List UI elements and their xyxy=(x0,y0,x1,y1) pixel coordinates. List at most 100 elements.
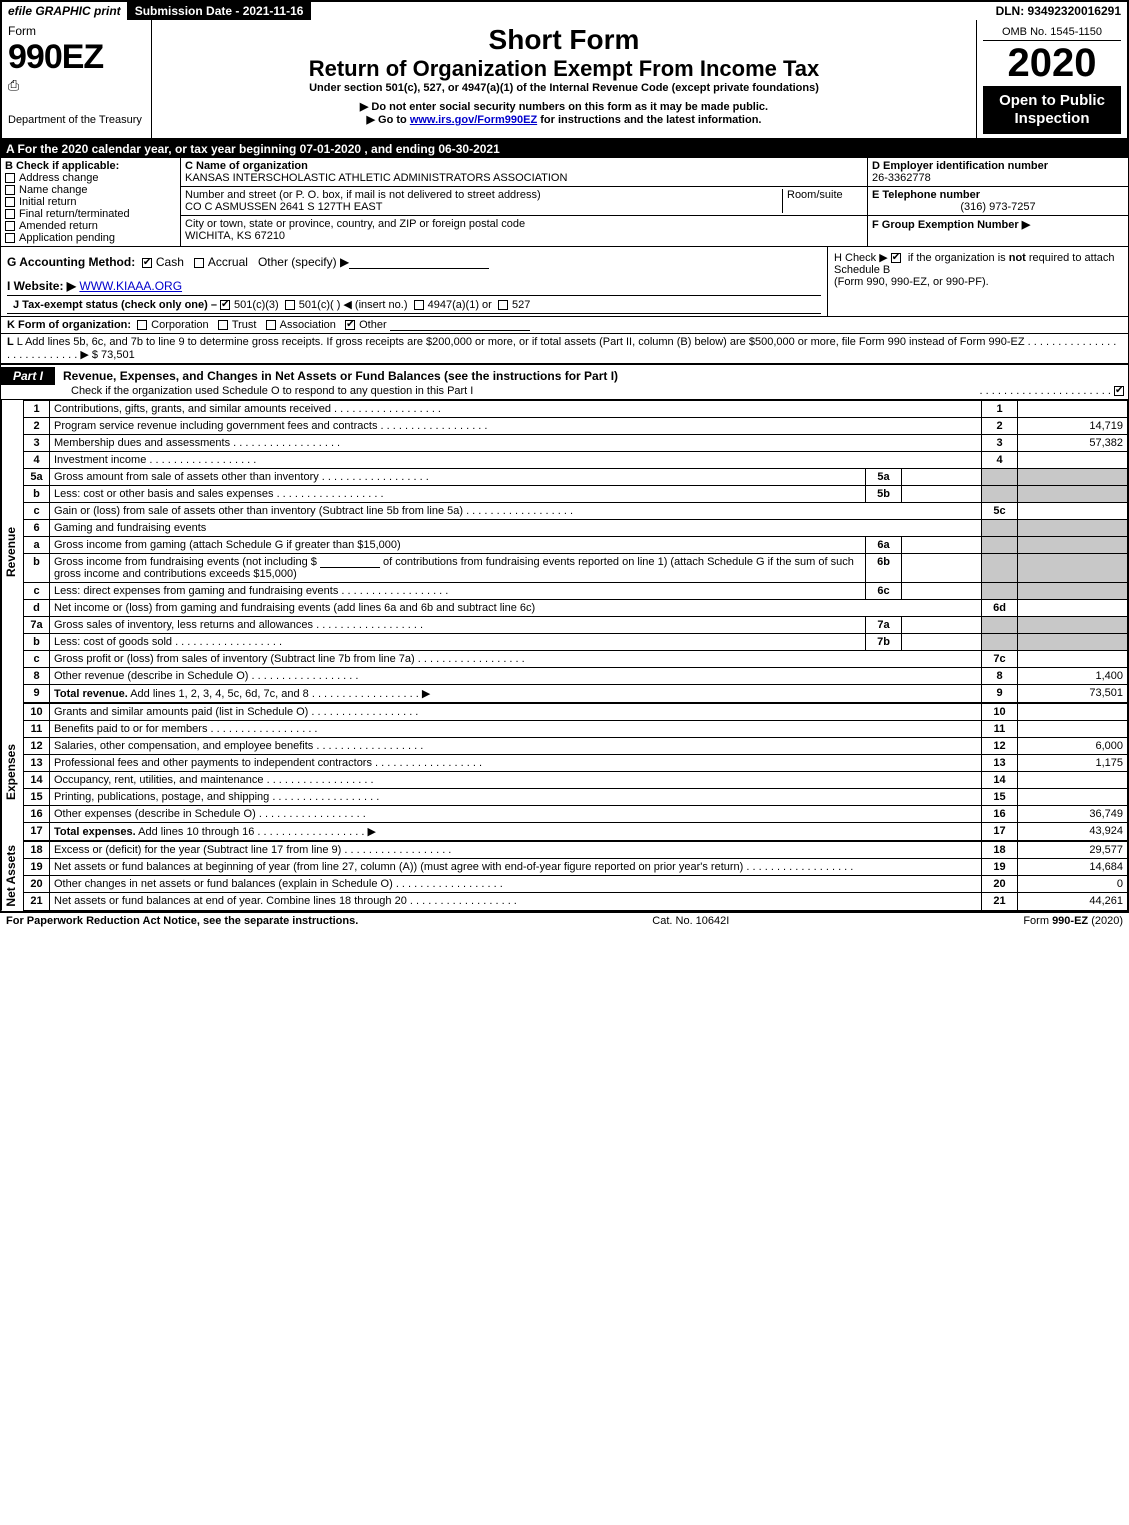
val-6d xyxy=(1018,600,1128,617)
checkbox-name-change[interactable] xyxy=(5,185,15,195)
val-7c xyxy=(1018,651,1128,668)
numcol-3: 3 xyxy=(982,435,1018,452)
omb-number: OMB No. 1545-1150 xyxy=(983,24,1121,41)
submission-date-button[interactable]: Submission Date - 2021-11-16 xyxy=(129,2,312,20)
checkbox-h[interactable] xyxy=(891,253,901,263)
line-6c: c Less: direct expenses from gaming and … xyxy=(24,583,1128,600)
line-5b: b Less: cost or other basis and sales ex… xyxy=(24,486,1128,503)
innerval-6c xyxy=(902,583,982,600)
checkbox-assoc[interactable] xyxy=(266,320,276,330)
numcol-6d: 6d xyxy=(982,600,1018,617)
line-5a: 5a Gross amount from sale of assets othe… xyxy=(24,469,1128,486)
val-7b-shade xyxy=(1018,634,1128,651)
checkbox-accrual[interactable] xyxy=(194,258,204,268)
checkbox-trust[interactable] xyxy=(218,320,228,330)
checkbox-other-org[interactable] xyxy=(345,320,355,330)
checkbox-initial-return[interactable] xyxy=(5,197,15,207)
line-11: 11 Benefits paid to or for members 11 xyxy=(24,721,1128,738)
checkbox-corp[interactable] xyxy=(137,320,147,330)
form-number: 990EZ xyxy=(8,38,145,77)
other-specify-blank[interactable] xyxy=(349,257,489,269)
line-6c-desc: Less: direct expenses from gaming and fu… xyxy=(54,585,338,597)
room-suite-label: Room/suite xyxy=(783,189,863,213)
innerval-7b xyxy=(902,634,982,651)
website-link[interactable]: WWW.KIAAA.ORG xyxy=(79,279,182,293)
gh-row: G Accounting Method: Cash Accrual Other … xyxy=(0,247,1129,317)
period-bar: A For the 2020 calendar year, or tax yea… xyxy=(0,140,1129,158)
line-12: 12 Salaries, other compensation, and emp… xyxy=(24,738,1128,755)
line-7c: c Gross profit or (loss) from sales of i… xyxy=(24,651,1128,668)
line-17-num: 17 xyxy=(24,823,50,841)
goto-line: ▶ Go to www.irs.gov/Form990EZ for instru… xyxy=(160,113,968,126)
numcol-10: 10 xyxy=(982,704,1018,721)
revenue-table: 1 Contributions, gifts, grants, and simi… xyxy=(23,400,1128,703)
numcol-13: 13 xyxy=(982,755,1018,772)
line-18: 18 Excess or (deficit) for the year (Sub… xyxy=(24,842,1128,859)
line-19-desc: Net assets or fund balances at beginning… xyxy=(54,861,743,873)
innerval-5a xyxy=(902,469,982,486)
other-org-blank[interactable] xyxy=(390,319,530,331)
line-6b-blank[interactable] xyxy=(320,556,380,568)
opt-address-change: Address change xyxy=(19,172,99,184)
line-6-desc: Gaming and fundraising events xyxy=(54,522,206,534)
line-9: 9 Total revenue. Total revenue. Add line… xyxy=(24,685,1128,703)
efile-print[interactable]: efile GRAPHIC print xyxy=(2,2,129,20)
checkbox-final-return[interactable] xyxy=(5,209,15,219)
line-6a-num: a xyxy=(24,537,50,554)
checkbox-cash[interactable] xyxy=(142,258,152,268)
line-1: 1 Contributions, gifts, grants, and simi… xyxy=(24,401,1128,418)
checkbox-4947[interactable] xyxy=(414,300,424,310)
line-2-num: 2 xyxy=(24,418,50,435)
line-9-num: 9 xyxy=(24,685,50,703)
opt-other: Other (specify) ▶ xyxy=(258,255,349,269)
checkbox-amended-return[interactable] xyxy=(5,221,15,231)
innertag-5b: 5b xyxy=(866,486,902,503)
innertag-7b: 7b xyxy=(866,634,902,651)
line-20: 20 Other changes in net assets or fund b… xyxy=(24,876,1128,893)
val-5c xyxy=(1018,503,1128,520)
line-1-num: 1 xyxy=(24,401,50,418)
line-16-desc: Other expenses (describe in Schedule O) xyxy=(54,808,256,820)
opt-4947: 4947(a)(1) or xyxy=(428,299,492,311)
info-grid: B Check if applicable: Address change Na… xyxy=(0,158,1129,247)
expenses-table: 10 Grants and similar amounts paid (list… xyxy=(23,703,1128,841)
box-d-label: D Employer identification number xyxy=(872,160,1124,172)
header-center: Short Form Return of Organization Exempt… xyxy=(152,20,977,138)
under-section: Under section 501(c), 527, or 4947(a)(1)… xyxy=(160,82,968,94)
val-15 xyxy=(1018,789,1128,806)
line-1-desc: Contributions, gifts, grants, and simila… xyxy=(54,403,331,415)
checkbox-501c[interactable] xyxy=(285,300,295,310)
numcol-5b-shade xyxy=(982,486,1018,503)
opt-initial-return: Initial return xyxy=(19,196,76,208)
opt-501c: 501(c)( ) ◀ (insert no.) xyxy=(299,299,408,311)
open-to-public: Open to Public Inspection xyxy=(983,86,1121,134)
checkbox-application-pending[interactable] xyxy=(5,233,15,243)
val-6b-shade xyxy=(1018,554,1128,583)
opt-name-change: Name change xyxy=(19,184,88,196)
line-3-desc: Membership dues and assessments xyxy=(54,437,230,449)
val-11 xyxy=(1018,721,1128,738)
checkbox-address-change[interactable] xyxy=(5,173,15,183)
line-13-num: 13 xyxy=(24,755,50,772)
line-6b-desc: Gross income from fundraising events (no… xyxy=(54,556,317,568)
line-6a-desc: Gross income from gaming (attach Schedul… xyxy=(54,539,401,551)
line-7b-desc: Less: cost of goods sold xyxy=(54,636,172,648)
line-11-desc: Benefits paid to or for members xyxy=(54,723,207,735)
checkbox-501c3[interactable] xyxy=(220,300,230,310)
line-5a-desc: Gross amount from sale of assets other t… xyxy=(54,471,319,483)
box-b-label: B Check if applicable: xyxy=(5,160,176,172)
dln: DLN: 93492320016291 xyxy=(990,2,1127,20)
opt-cash: Cash xyxy=(156,255,184,269)
val-20: 0 xyxy=(1018,876,1128,893)
val-19: 14,684 xyxy=(1018,859,1128,876)
goto-link[interactable]: www.irs.gov/Form990EZ xyxy=(410,114,537,126)
line-8-desc: Other revenue (describe in Schedule O) xyxy=(54,670,248,682)
val-6a-shade xyxy=(1018,537,1128,554)
val-5b-shade xyxy=(1018,486,1128,503)
checkbox-schedule-o[interactable] xyxy=(1114,386,1124,396)
line-8: 8 Other revenue (describe in Schedule O)… xyxy=(24,668,1128,685)
numcol-14: 14 xyxy=(982,772,1018,789)
val-16: 36,749 xyxy=(1018,806,1128,823)
checkbox-527[interactable] xyxy=(498,300,508,310)
ssn-notice: ▶ Do not enter social security numbers o… xyxy=(160,100,968,113)
